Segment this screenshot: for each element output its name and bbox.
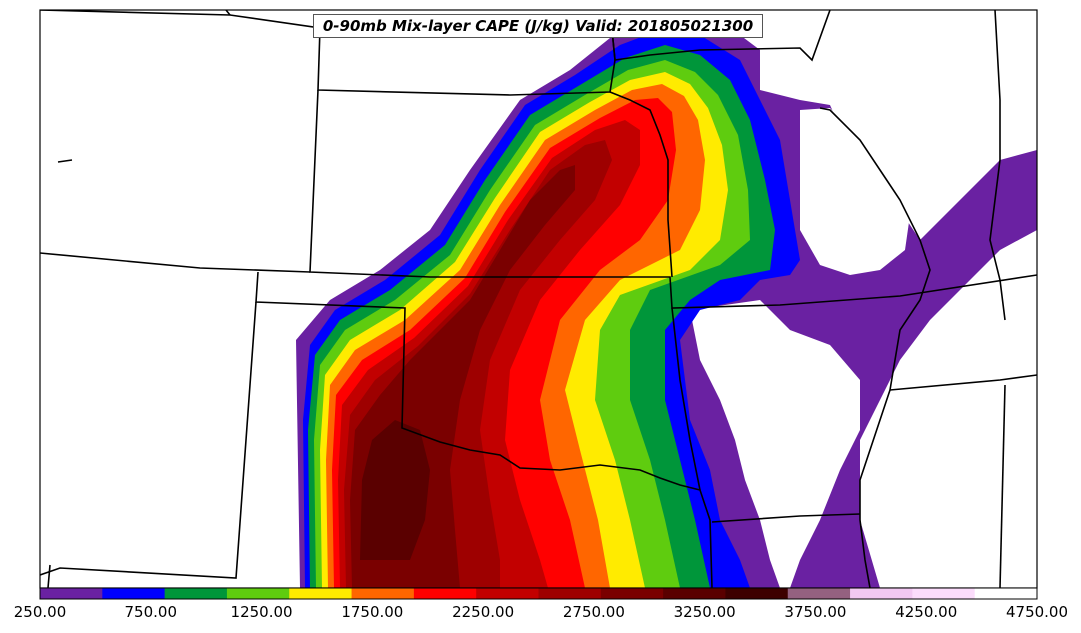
colorbar-tick-label: 4750.00 bbox=[1005, 603, 1069, 621]
cape-hole bbox=[880, 270, 1037, 588]
colorbar-segment bbox=[663, 588, 726, 599]
colorbar-segment bbox=[600, 588, 664, 599]
colorbar-tick-label: 2250.00 bbox=[452, 603, 515, 621]
colorbar-tick-label: 750.00 bbox=[124, 603, 178, 621]
colorbar-tick-label: 3250.00 bbox=[673, 603, 736, 621]
map-title: 0-90mb Mix-layer CAPE (J/kg) Valid: 2018… bbox=[313, 14, 763, 38]
colorbar-segment bbox=[476, 588, 539, 599]
colorbar-segment bbox=[102, 588, 166, 599]
cape-field bbox=[296, 18, 1037, 588]
colorbar-segment bbox=[850, 588, 913, 599]
colorbar-tick-label: 4250.00 bbox=[895, 603, 958, 621]
colorbar-tick-label: 1750.00 bbox=[341, 603, 404, 621]
colorbar-segment bbox=[974, 588, 1038, 599]
cape-band-deep bbox=[360, 420, 430, 560]
colorbar-segment bbox=[538, 588, 602, 599]
colorbar-tick-label: 2750.00 bbox=[562, 603, 625, 621]
colorbar-segment bbox=[289, 588, 353, 599]
colorbar-segment bbox=[40, 588, 103, 599]
colorbar bbox=[40, 588, 1038, 599]
cape-hole bbox=[800, 108, 910, 275]
colorbar-tick-label: 250.00 bbox=[13, 603, 67, 621]
colorbar-segment bbox=[164, 588, 228, 599]
colorbar-segment bbox=[787, 588, 851, 599]
colorbar-segment bbox=[912, 588, 976, 599]
colorbar-segment bbox=[725, 588, 789, 599]
colorbar-segment bbox=[351, 588, 415, 599]
colorbar-tick-label: 3750.00 bbox=[784, 603, 847, 621]
colorbar-segment bbox=[226, 588, 290, 599]
colorbar-segment bbox=[413, 588, 477, 599]
colorbar-tick-label: 1250.00 bbox=[230, 603, 293, 621]
colorbar-frame bbox=[39, 587, 1038, 600]
